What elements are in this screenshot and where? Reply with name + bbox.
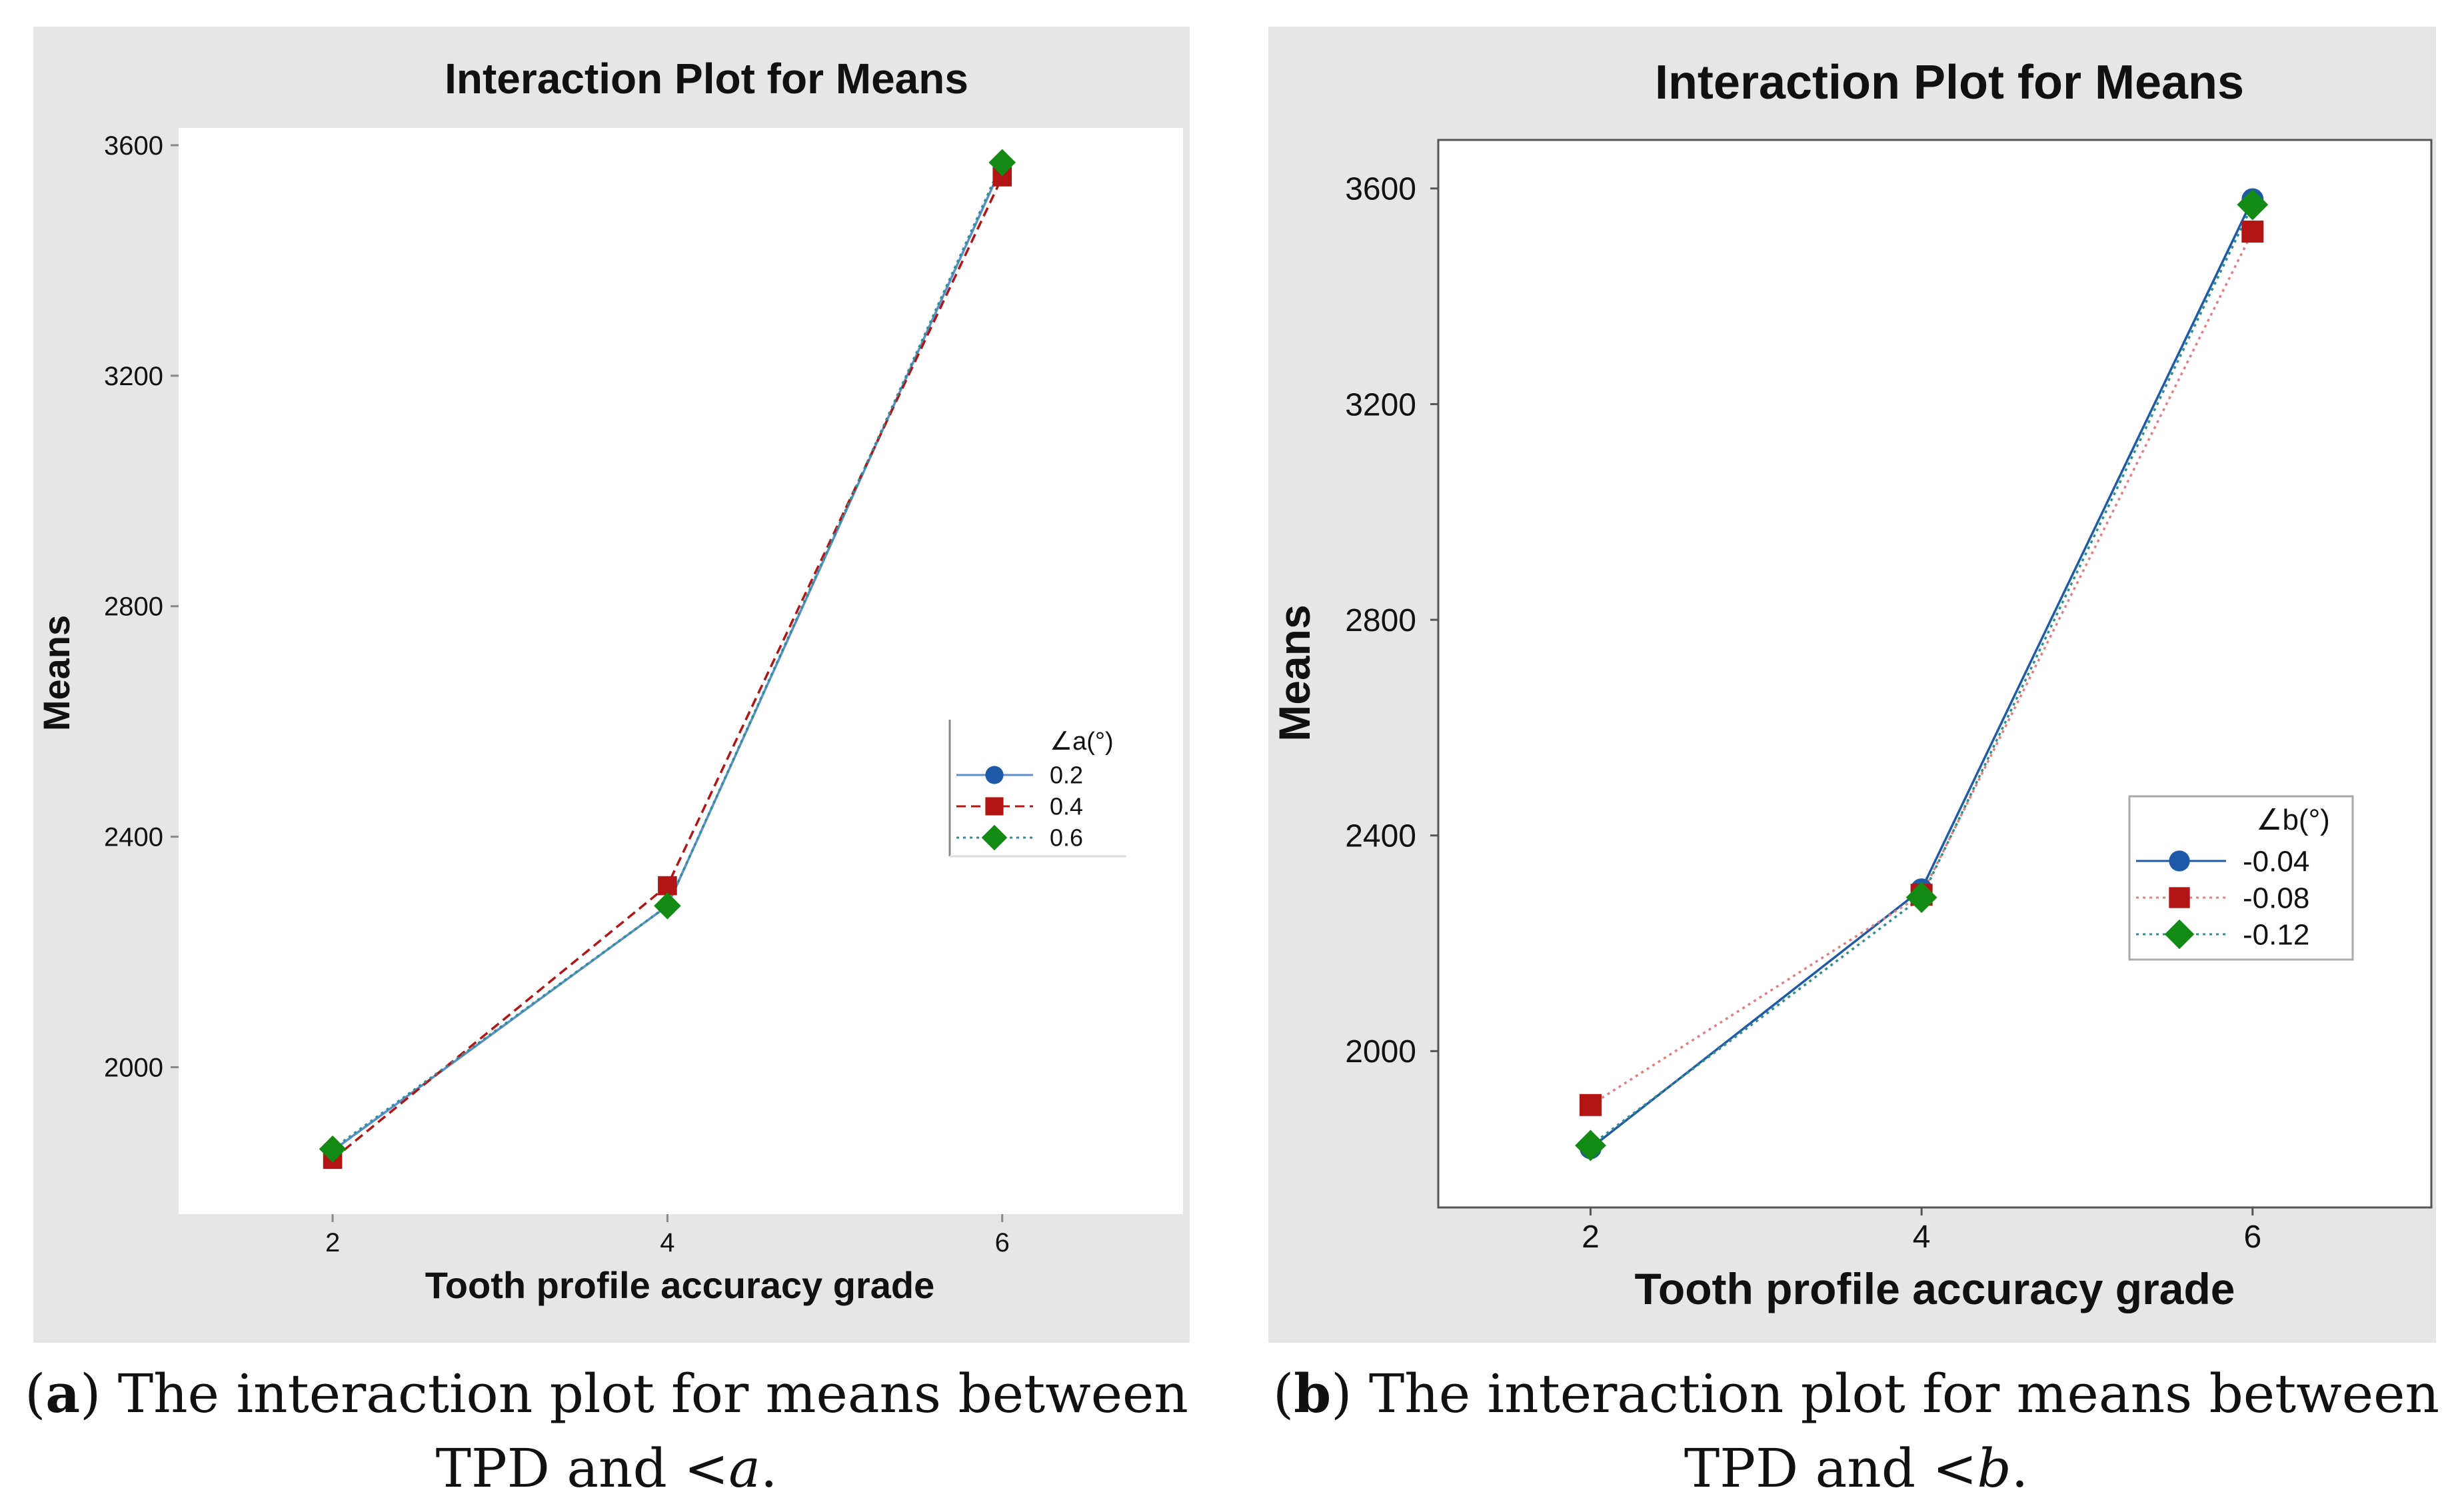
caption-a-letter: a: [45, 1362, 81, 1425]
x-tick-label: 6: [995, 1228, 1010, 1257]
chart-a-x-label: Tooth profile accuracy grade: [425, 1264, 934, 1306]
legend-label-0.2: 0.2: [1050, 762, 1083, 789]
data-point--0.12-x6: [2237, 189, 2269, 221]
chart-b-x-axis: 2 4 6: [1582, 1207, 2261, 1255]
legend-label--0.12: -0.12: [2243, 918, 2309, 951]
data-point-0.4-x4: [658, 876, 677, 896]
legend-marker-0.6: [981, 824, 1008, 851]
chart-b-plot-area: [1437, 139, 2433, 1209]
x-tick-label: 2: [325, 1228, 340, 1257]
y-tick-label: 3600: [104, 131, 163, 161]
data-point--0.08-x6: [2241, 221, 2264, 243]
legend-marker-0.4: [985, 797, 1004, 816]
chart-a-plot-area: [179, 128, 1183, 1214]
data-point--0.08-x2: [1579, 1094, 1602, 1116]
x-tick-label: 4: [1913, 1219, 1931, 1255]
caption-b-text: The interaction plot for means between T…: [1352, 1363, 2439, 1499]
data-point-0.6-x6: [988, 149, 1016, 177]
caption-b-letter: b: [1294, 1362, 1332, 1425]
chart-panel-b: Interaction Plot for Means 2000 2400 2800 3…: [1268, 27, 2436, 1343]
data-point--0.12-x2: [1575, 1130, 1606, 1161]
caption-a-variable: a: [728, 1437, 760, 1499]
caption-a-end: .: [760, 1437, 778, 1499]
chart-a-legend-items: 0.2 0.4 0.6: [956, 762, 1083, 852]
data-point-0.6-x4: [654, 892, 681, 920]
chart-b-title: Interaction Plot for Means: [1655, 56, 2244, 109]
y-tick-label: 2000: [104, 1053, 163, 1082]
y-tick-label: 2400: [104, 823, 163, 852]
chart-b-x-label: Tooth profile accuracy grade: [1635, 1264, 2235, 1313]
chart-a-y-label: Means: [35, 615, 77, 731]
chart-b-y-label: Means: [1270, 604, 1319, 741]
x-tick-label: 6: [2243, 1219, 2261, 1255]
y-tick-label: 3600: [1345, 172, 1416, 207]
y-tick-label: 2800: [1345, 603, 1416, 638]
caption-a-text: The interaction plot for means between T…: [101, 1363, 1188, 1499]
caption-b: (b) The interaction plot for means betwe…: [1273, 1362, 2439, 1499]
y-tick-label: 2800: [104, 592, 163, 622]
legend-marker--0.12: [2164, 919, 2195, 950]
caption-b-end: .: [2011, 1437, 2029, 1499]
x-tick-label: 2: [1582, 1219, 1600, 1255]
chart-a-series-markers: [319, 149, 1016, 1169]
legend-marker--0.08: [2169, 887, 2190, 908]
chart-b-legend: ∠b(°) -0.04 -0.08 -0.12: [2128, 795, 2354, 961]
legend-label--0.08: -0.08: [2243, 882, 2309, 914]
y-tick-label: 3200: [104, 362, 163, 391]
chart-a-legend-title: ∠a(°): [1050, 728, 1114, 756]
data-point-0.6-x2: [319, 1135, 347, 1163]
chart-a-x-axis: 2 4 6: [325, 1214, 1010, 1257]
legend-label-0.6: 0.6: [1050, 824, 1083, 852]
data-point--0.12-x4: [1905, 882, 1937, 914]
chart-a-title: Interaction Plot for Means: [445, 55, 968, 103]
y-tick-label: 3200: [1345, 387, 1416, 422]
chart-a-y-axis: 2000 2400 2800 3200 3600: [104, 131, 179, 1082]
x-tick-label: 4: [660, 1228, 674, 1257]
chart-b-legend-items: -0.04 -0.08 -0.12: [2136, 845, 2309, 951]
legend-marker-0.2: [985, 766, 1004, 784]
caption-a: (a) The interaction plot for means betwe…: [25, 1362, 1188, 1499]
caption-b-variable: b: [1977, 1437, 2011, 1499]
chart-a-legend-box: [950, 720, 1126, 856]
chart-panel-a: Interaction Plot for Means 2000 2400 2800 3…: [33, 27, 1190, 1343]
chart-a-legend: ∠a(°) 0.2 0.4 0.6: [948, 720, 1126, 858]
legend-marker--0.04: [2169, 850, 2190, 872]
y-tick-label: 2400: [1345, 819, 1416, 854]
chart-b-legend-title: ∠b(°): [2256, 804, 2330, 836]
chart-b-y-axis: 2000 2400 2800 3200 3600: [1345, 172, 1438, 1070]
legend-label--0.04: -0.04: [2243, 845, 2309, 878]
y-tick-label: 2000: [1345, 1034, 1416, 1070]
legend-label-0.4: 0.4: [1050, 793, 1083, 820]
chart-b-series-markers: [1575, 188, 2269, 1161]
